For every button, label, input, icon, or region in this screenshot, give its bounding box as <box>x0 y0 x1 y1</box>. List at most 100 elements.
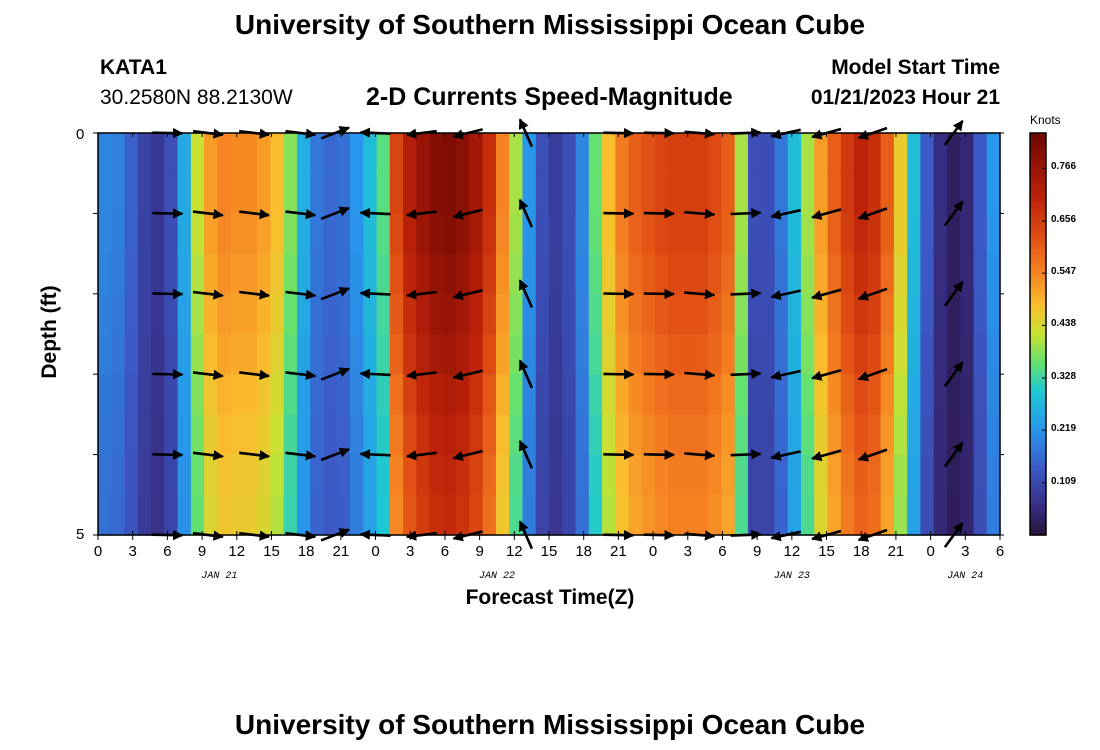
current-vector-arrow <box>811 449 842 462</box>
heatmap-cell <box>323 293 338 335</box>
colorbar-segment <box>1030 283 1046 290</box>
heatmap-cell <box>323 414 338 456</box>
heatmap-cell <box>257 173 272 214</box>
heatmap-cell <box>986 293 1001 335</box>
heatmap-cell <box>960 414 975 456</box>
heatmap-cell <box>761 454 776 496</box>
heatmap-cell <box>747 414 762 456</box>
heatmap-cell <box>310 293 325 335</box>
heatmap-cell <box>761 173 776 214</box>
heatmap-cell <box>747 253 762 295</box>
heatmap-cell <box>562 414 577 456</box>
heatmap-cell <box>442 454 457 496</box>
heatmap-cell <box>641 374 656 415</box>
current-vector-arrow <box>405 369 437 381</box>
heatmap-cell <box>721 133 736 174</box>
heatmap-cell <box>668 454 683 496</box>
colorbar-segment <box>1030 193 1046 199</box>
heatmap-cell <box>721 494 736 536</box>
heatmap-cell <box>973 414 988 456</box>
colorbar-segment <box>1030 268 1046 275</box>
current-vector-arrow <box>285 369 317 381</box>
heatmap-cell <box>986 494 1001 536</box>
current-vector-arrow <box>943 280 964 307</box>
heatmap-cell <box>893 253 908 295</box>
heatmap-cell <box>429 454 444 496</box>
heatmap-cell <box>243 173 258 214</box>
heatmap-cell <box>111 334 126 375</box>
heatmap-cell <box>217 133 232 174</box>
heatmap-cell <box>177 253 192 295</box>
heatmap-cell <box>310 494 325 536</box>
heatmap-cell <box>296 213 311 255</box>
heatmap-cell <box>641 173 656 214</box>
heatmap-cell <box>602 133 616 174</box>
day-label: JAN 23 <box>773 571 810 582</box>
colorbar-segment <box>1030 288 1046 295</box>
day-label: JAN 24 <box>947 571 984 582</box>
x-tick-label: 0 <box>371 543 380 560</box>
heatmap-cell <box>403 494 417 536</box>
colorbar-segment <box>1030 243 1046 250</box>
heatmap-cell <box>960 213 975 255</box>
heatmap-cell <box>747 454 762 496</box>
heatmap-cell <box>137 133 152 174</box>
colorbar-segment <box>1030 389 1046 395</box>
heatmap-cell <box>204 133 218 174</box>
heatmap-cell <box>880 494 895 536</box>
heatmap-cell <box>363 133 378 174</box>
heatmap-cell <box>98 173 112 214</box>
heatmap-cell <box>920 213 935 255</box>
x-tick-label: 3 <box>406 543 415 560</box>
heatmap-cell <box>681 293 696 335</box>
heatmap-cell <box>509 133 524 174</box>
heatmap-cell <box>442 374 457 415</box>
heatmap-cell <box>416 253 431 295</box>
current-vector-arrow <box>518 279 534 309</box>
heatmap-cell <box>217 173 232 214</box>
colorbar-tick-label: 0.328 <box>1051 371 1077 383</box>
colorbar-segment <box>1030 334 1046 340</box>
heatmap-cell <box>151 173 165 214</box>
colorbar-segment <box>1030 213 1046 220</box>
heatmap-cell <box>98 374 112 415</box>
heatmap-cell <box>283 293 298 335</box>
colorbar-segment <box>1030 454 1046 461</box>
heatmap-cell <box>124 374 139 415</box>
heatmap-cell <box>482 494 497 536</box>
heatmap-cell <box>668 334 683 375</box>
heatmap-cell <box>854 494 868 536</box>
heatmap-cell <box>124 253 139 295</box>
heatmap-cell <box>124 293 139 335</box>
colorbar-frame <box>1029 132 1047 536</box>
heatmap-cell <box>880 374 895 415</box>
heatmap-cell <box>840 494 855 536</box>
heatmap-cell <box>668 173 683 214</box>
colorbar-tick-label: 0.438 <box>1051 318 1077 330</box>
x-tick-label: 21 <box>332 543 350 560</box>
heatmap-cell <box>840 334 855 375</box>
colorbar-segment <box>1030 439 1046 446</box>
colorbar-tick-label: 0.766 <box>1051 161 1077 173</box>
heatmap-cell <box>615 253 630 295</box>
heatmap-cell <box>641 293 656 335</box>
heatmap-cell <box>615 133 630 174</box>
heatmap-cell <box>880 454 895 496</box>
heatmap-cell <box>257 293 272 335</box>
colorbar-segment <box>1030 364 1046 370</box>
heatmap-cell <box>801 374 815 415</box>
heatmap-cell <box>827 334 842 375</box>
x-tick-label: 12 <box>228 543 246 560</box>
heatmap-cell <box>522 374 537 415</box>
current-vector-arrow <box>811 288 842 301</box>
heatmap-cell <box>920 133 935 174</box>
heatmap-cell <box>509 454 524 496</box>
heatmap-cell <box>204 253 218 295</box>
heatmap-cell <box>270 173 285 214</box>
x-tick-label: 3 <box>128 543 137 560</box>
heatmap-cell <box>960 374 975 415</box>
heatmap-cell <box>416 374 431 415</box>
x-tick-label: 15 <box>540 543 558 560</box>
heatmap-cell <box>933 494 948 536</box>
heatmap-cell <box>310 374 325 415</box>
